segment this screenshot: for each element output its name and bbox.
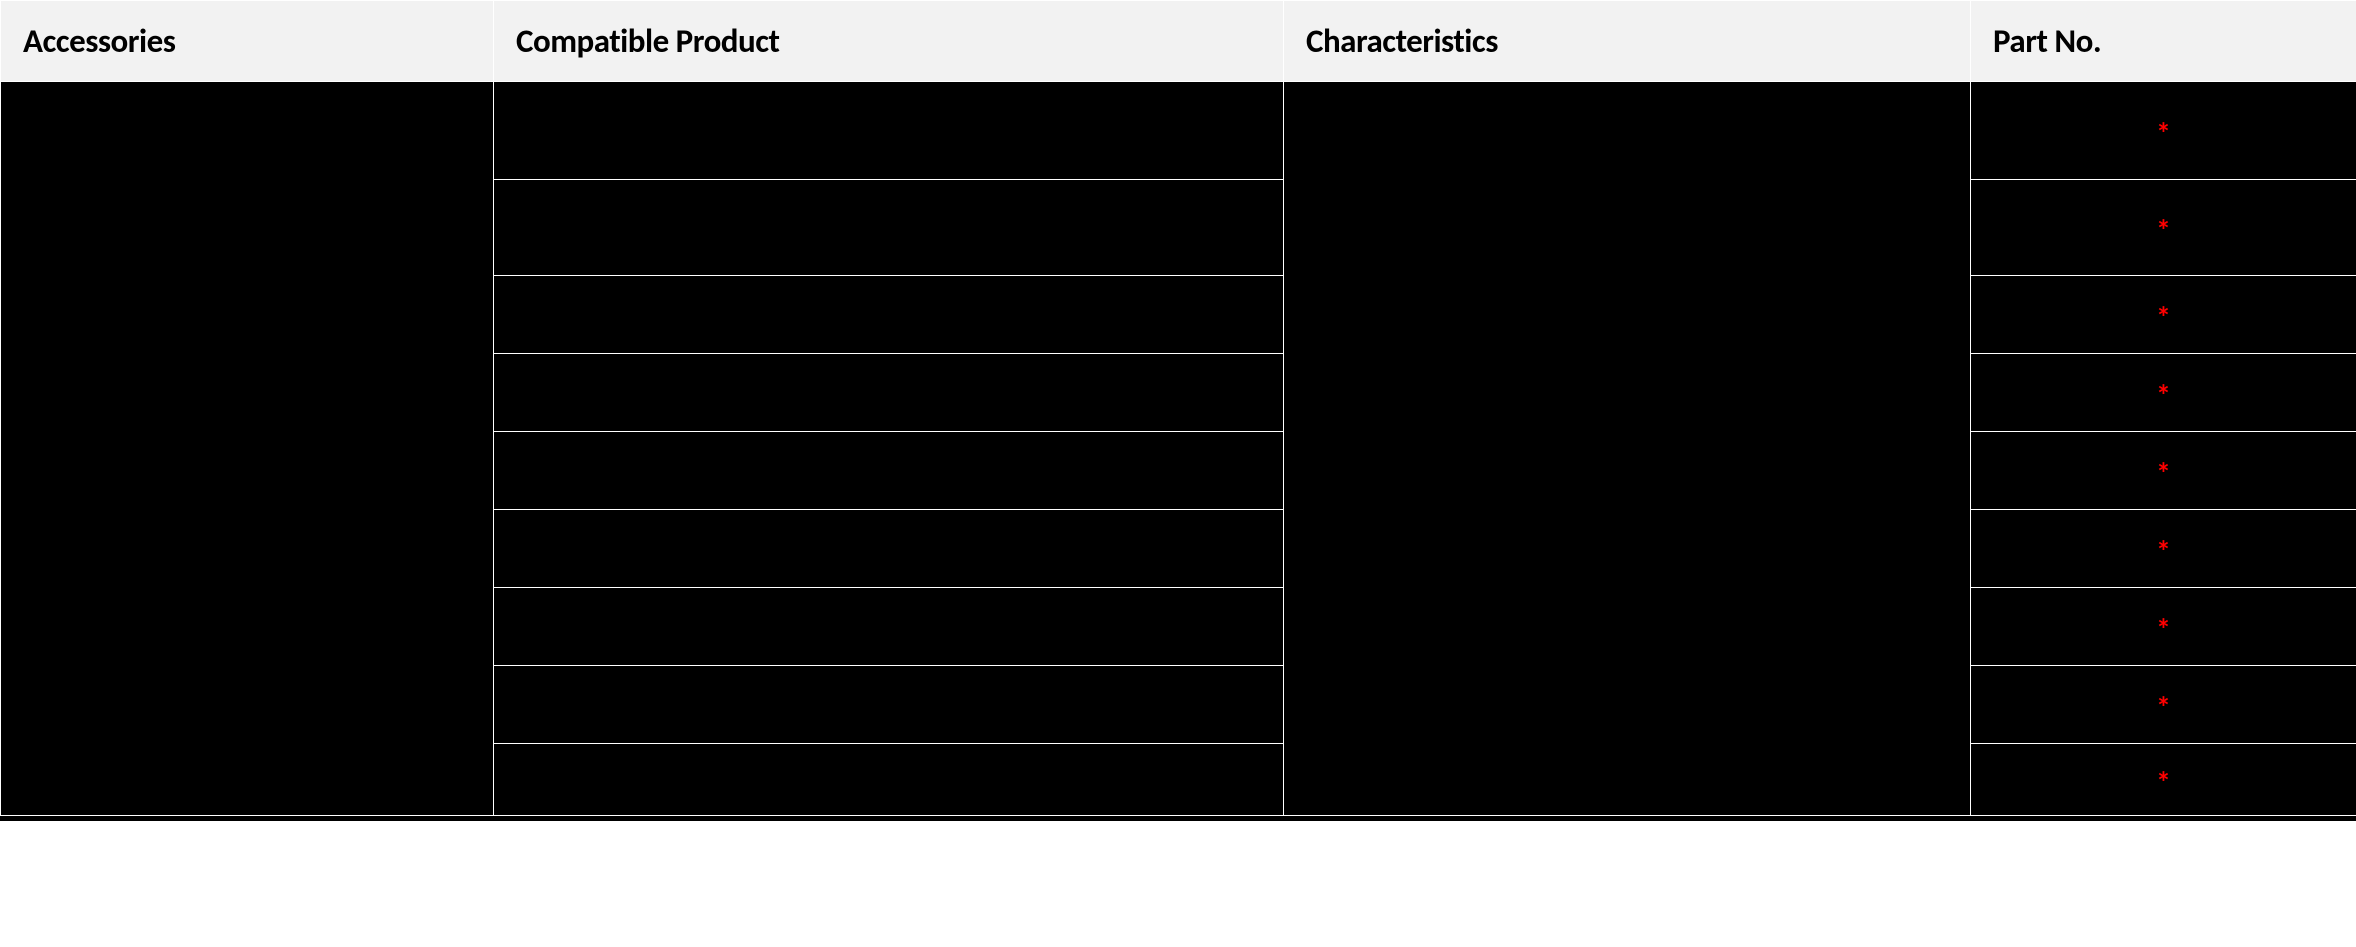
cell-part-no: * [1971,666,2356,744]
cell-compatible-product [494,276,1284,354]
cell-part-no: * [1971,588,2356,666]
cell-compatible-product [494,180,1284,276]
cell-compatible-product [494,432,1284,510]
cell-compatible-product [494,588,1284,666]
asterisk-icon: * [2156,460,2171,490]
cell-part-no: * [1971,432,2356,510]
asterisk-icon: * [2156,304,2171,334]
asterisk-icon: * [2156,120,2171,150]
cell-compatible-product [494,666,1284,744]
asterisk-icon: * [2156,769,2171,799]
cell-accessories [1,82,494,816]
asterisk-icon: * [2156,694,2171,724]
col-header-part-no: Part No. [1971,1,2356,82]
table-row: * [1,82,2356,180]
table-header-row: Accessories Compatible Product Character… [1,1,2356,82]
accessories-table: Accessories Compatible Product Character… [0,0,2356,816]
cell-part-no: * [1971,276,2356,354]
cell-part-no: * [1971,510,2356,588]
asterisk-icon: * [2156,616,2171,646]
col-header-compatible-product: Compatible Product [494,1,1284,82]
cell-part-no: * [1971,354,2356,432]
cell-compatible-product [494,744,1284,816]
cell-part-no: * [1971,744,2356,816]
table-bottom-rule [0,816,2356,821]
cell-compatible-product [494,510,1284,588]
asterisk-icon: * [2156,538,2171,568]
cell-part-no: * [1971,82,2356,180]
cell-compatible-product [494,354,1284,432]
cell-part-no: * [1971,180,2356,276]
asterisk-icon: * [2156,217,2171,247]
cell-characteristics [1284,82,1971,816]
col-header-accessories: Accessories [1,1,494,82]
cell-compatible-product [494,82,1284,180]
asterisk-icon: * [2156,382,2171,412]
table-container: Accessories Compatible Product Character… [0,0,2356,947]
col-header-characteristics: Characteristics [1284,1,1971,82]
